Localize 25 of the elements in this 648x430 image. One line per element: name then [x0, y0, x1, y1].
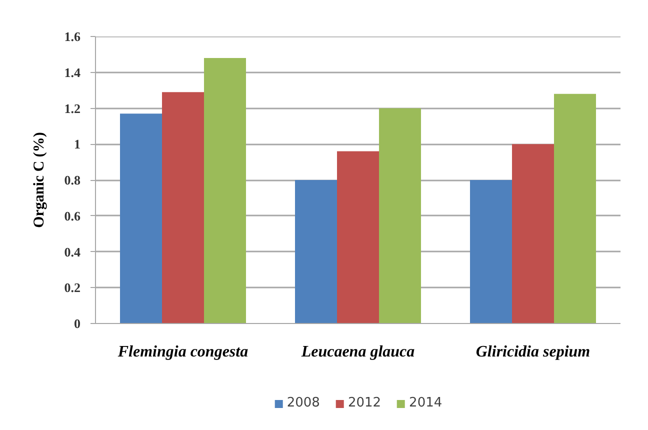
bar — [379, 108, 421, 324]
x-tick-label: Leucaena glauca — [300, 344, 415, 360]
bar — [337, 151, 379, 324]
bar — [295, 180, 337, 324]
bar — [204, 58, 246, 324]
y-tick-label: 1.2 — [64, 100, 80, 116]
legend-label: 2012 — [348, 396, 382, 410]
x-tick-label: Flemingia congesta — [116, 344, 248, 360]
x-tick-label: Gliricidia sepium — [476, 344, 590, 360]
y-axis-title: Organic C (%) — [31, 132, 48, 228]
legend-label: 2014 — [409, 396, 442, 410]
y-tick-label: 0.4 — [64, 244, 81, 260]
bar — [162, 92, 204, 324]
y-tick-label: 0 — [74, 316, 80, 331]
y-tick-label: 0.8 — [64, 172, 81, 188]
y-tick-label: 1 — [74, 136, 80, 152]
bar — [120, 114, 162, 324]
bar — [512, 144, 554, 324]
bar — [554, 94, 596, 324]
legend-label: 2008 — [286, 396, 320, 410]
y-tick-label: 0.2 — [64, 280, 80, 296]
bar — [470, 180, 512, 324]
y-tick-label: 1.4 — [64, 64, 81, 80]
y-tick-label: 1.6 — [64, 29, 81, 44]
y-tick-label: 0.6 — [64, 208, 81, 224]
